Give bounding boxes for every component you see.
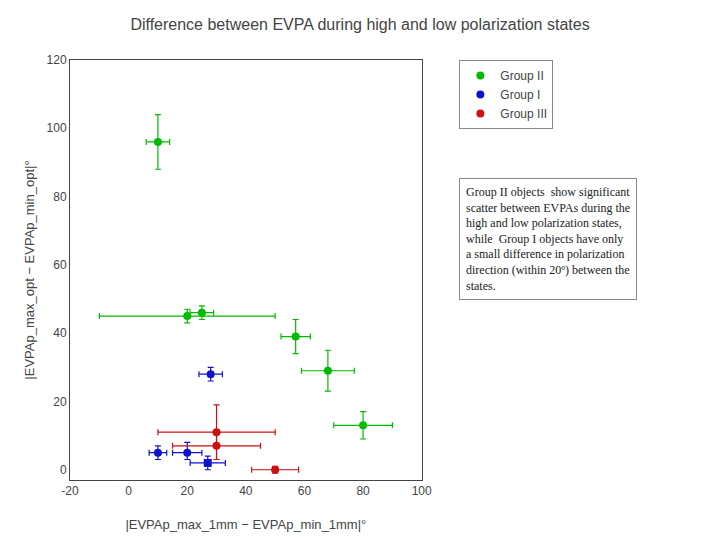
svg-text:0: 0	[125, 484, 132, 498]
svg-text:80: 80	[356, 484, 370, 498]
svg-text:Group II objects show signifi: Group II objects show significantscatter…	[466, 185, 630, 293]
svg-text:20: 20	[53, 395, 67, 409]
svg-text:Group III: Group III	[500, 107, 547, 121]
svg-text:|EVPAp_max_opt − EVPAp_min_opt: |EVPAp_max_opt − EVPAp_min_opt|°	[22, 160, 37, 379]
svg-text:120: 120	[47, 53, 67, 67]
svg-text:40: 40	[53, 326, 67, 340]
svg-text:-20: -20	[61, 484, 79, 498]
svg-text:|EVPAp_max_1mm − EVPAp_min_1mm: |EVPAp_max_1mm − EVPAp_min_1mm|°	[125, 517, 366, 532]
svg-text:Difference between EVPA during: Difference between EVPA during high and …	[130, 16, 589, 33]
svg-text:100: 100	[412, 484, 432, 498]
svg-text:80: 80	[53, 190, 67, 204]
svg-text:Group II: Group II	[500, 69, 543, 83]
svg-text:0: 0	[60, 463, 67, 477]
svg-text:60: 60	[298, 484, 312, 498]
svg-text:100: 100	[47, 121, 67, 135]
svg-text:20: 20	[181, 484, 195, 498]
svg-text:40: 40	[239, 484, 253, 498]
svg-text:60: 60	[53, 258, 67, 272]
svg-text:Group I: Group I	[500, 88, 540, 102]
